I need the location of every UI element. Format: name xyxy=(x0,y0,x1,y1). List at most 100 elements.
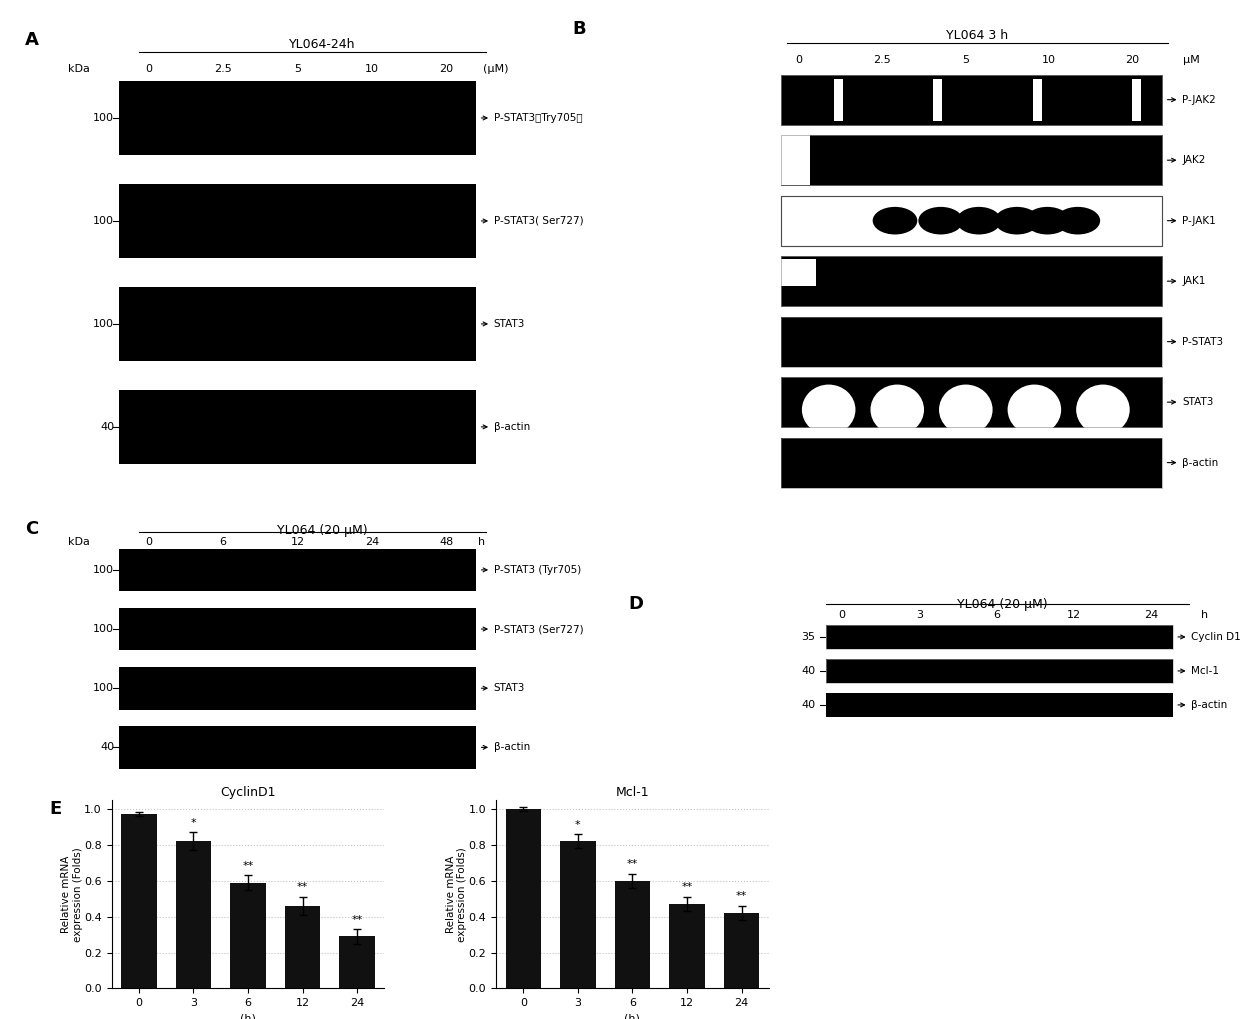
Bar xyxy=(119,726,476,768)
Text: β-actin: β-actin xyxy=(1192,700,1228,710)
Text: β-actin: β-actin xyxy=(1183,458,1219,468)
Text: *: * xyxy=(575,819,580,829)
Text: 5: 5 xyxy=(962,55,968,65)
Text: kDa: kDa xyxy=(68,64,91,74)
Text: 10: 10 xyxy=(365,64,379,74)
Ellipse shape xyxy=(1055,207,1100,234)
Bar xyxy=(724,913,759,988)
Bar xyxy=(781,377,1162,427)
Bar xyxy=(119,81,476,155)
Text: 3: 3 xyxy=(916,610,923,621)
Text: P-STAT3( Ser727): P-STAT3( Ser727) xyxy=(494,216,583,226)
Text: E: E xyxy=(50,800,62,818)
Bar xyxy=(122,814,156,988)
Text: 20: 20 xyxy=(1125,55,1138,65)
Text: 20: 20 xyxy=(439,64,454,74)
Title: Mcl-1: Mcl-1 xyxy=(615,786,650,799)
Text: YL064 3 h: YL064 3 h xyxy=(946,29,1008,42)
Bar xyxy=(826,693,1173,717)
Bar xyxy=(1132,78,1141,121)
Text: **: ** xyxy=(351,915,363,924)
Text: 5: 5 xyxy=(294,64,301,74)
Text: STAT3: STAT3 xyxy=(494,683,525,693)
Bar xyxy=(781,377,1162,427)
Text: P-JAK1: P-JAK1 xyxy=(1183,216,1216,225)
Text: 100: 100 xyxy=(93,216,114,226)
Text: JAK2: JAK2 xyxy=(1183,155,1205,165)
Text: 2.5: 2.5 xyxy=(215,64,232,74)
Text: 10: 10 xyxy=(1042,55,1055,65)
Text: P-STAT3 (Ser727): P-STAT3 (Ser727) xyxy=(494,624,583,634)
Text: P-STAT3 (Tyr705): P-STAT3 (Tyr705) xyxy=(494,565,580,575)
Text: **: ** xyxy=(626,859,639,869)
Text: 2.5: 2.5 xyxy=(873,55,890,65)
Ellipse shape xyxy=(873,207,918,234)
Y-axis label: Relative mRNA
expression (Folds): Relative mRNA expression (Folds) xyxy=(445,847,467,942)
Text: μM: μM xyxy=(1183,55,1200,65)
Text: 100: 100 xyxy=(93,565,114,575)
Bar xyxy=(119,548,476,591)
Text: D: D xyxy=(629,595,644,613)
Ellipse shape xyxy=(1025,207,1070,234)
Text: 0: 0 xyxy=(838,610,846,621)
Bar xyxy=(176,842,211,988)
Text: 100: 100 xyxy=(93,683,114,693)
Text: 0: 0 xyxy=(145,64,153,74)
Bar xyxy=(119,183,476,258)
Text: STAT3: STAT3 xyxy=(494,319,525,329)
Text: P-STAT3: P-STAT3 xyxy=(1183,336,1224,346)
Bar xyxy=(781,437,1162,488)
Text: JAK1: JAK1 xyxy=(1183,276,1205,286)
Text: 48: 48 xyxy=(439,537,454,547)
Text: 24: 24 xyxy=(1145,610,1158,621)
Bar xyxy=(781,74,1162,124)
Text: β-actin: β-actin xyxy=(494,743,529,752)
Text: β-actin: β-actin xyxy=(494,422,529,432)
Bar xyxy=(781,437,1162,488)
Text: 35: 35 xyxy=(801,632,816,642)
Bar xyxy=(560,842,595,988)
Text: 24: 24 xyxy=(365,537,379,547)
Text: 100: 100 xyxy=(93,113,114,123)
Bar xyxy=(835,78,843,121)
Bar xyxy=(826,625,1173,649)
Text: 0: 0 xyxy=(145,537,153,547)
Text: YL064 (20 μM): YL064 (20 μM) xyxy=(956,598,1048,610)
Text: 40: 40 xyxy=(801,666,816,676)
Bar xyxy=(1033,78,1042,121)
Text: A: A xyxy=(25,31,38,49)
Bar xyxy=(781,196,1162,246)
Text: P-JAK2: P-JAK2 xyxy=(1183,95,1216,105)
Text: 0: 0 xyxy=(795,55,802,65)
Bar xyxy=(781,136,1162,185)
Ellipse shape xyxy=(994,207,1039,234)
Text: STAT3: STAT3 xyxy=(1183,397,1214,408)
Bar xyxy=(826,658,1173,684)
Text: P-STAT3（Try705）: P-STAT3（Try705） xyxy=(494,113,582,123)
Text: 6: 6 xyxy=(993,610,1001,621)
Bar xyxy=(781,256,1162,307)
Bar xyxy=(285,906,320,988)
Text: B: B xyxy=(573,20,587,39)
Bar xyxy=(934,78,942,121)
Text: 40: 40 xyxy=(100,422,114,432)
Bar xyxy=(119,286,476,361)
Text: C: C xyxy=(25,520,38,538)
Text: *: * xyxy=(191,817,196,827)
Text: Mcl-1: Mcl-1 xyxy=(1192,666,1219,676)
Text: 100: 100 xyxy=(93,624,114,634)
Bar xyxy=(670,904,704,988)
Text: 100: 100 xyxy=(93,319,114,329)
Bar xyxy=(340,936,374,988)
Text: YL064 (20 μM): YL064 (20 μM) xyxy=(277,524,368,537)
Bar xyxy=(781,74,1162,124)
Text: h: h xyxy=(1202,610,1208,621)
Ellipse shape xyxy=(1076,384,1130,435)
Text: **: ** xyxy=(296,882,309,893)
Ellipse shape xyxy=(870,384,924,435)
Text: YL064-24h: YL064-24h xyxy=(289,38,356,51)
Text: Cyclin D1: Cyclin D1 xyxy=(1192,632,1240,642)
Bar xyxy=(826,625,1173,649)
Bar xyxy=(781,317,1162,367)
Text: 6: 6 xyxy=(219,537,227,547)
